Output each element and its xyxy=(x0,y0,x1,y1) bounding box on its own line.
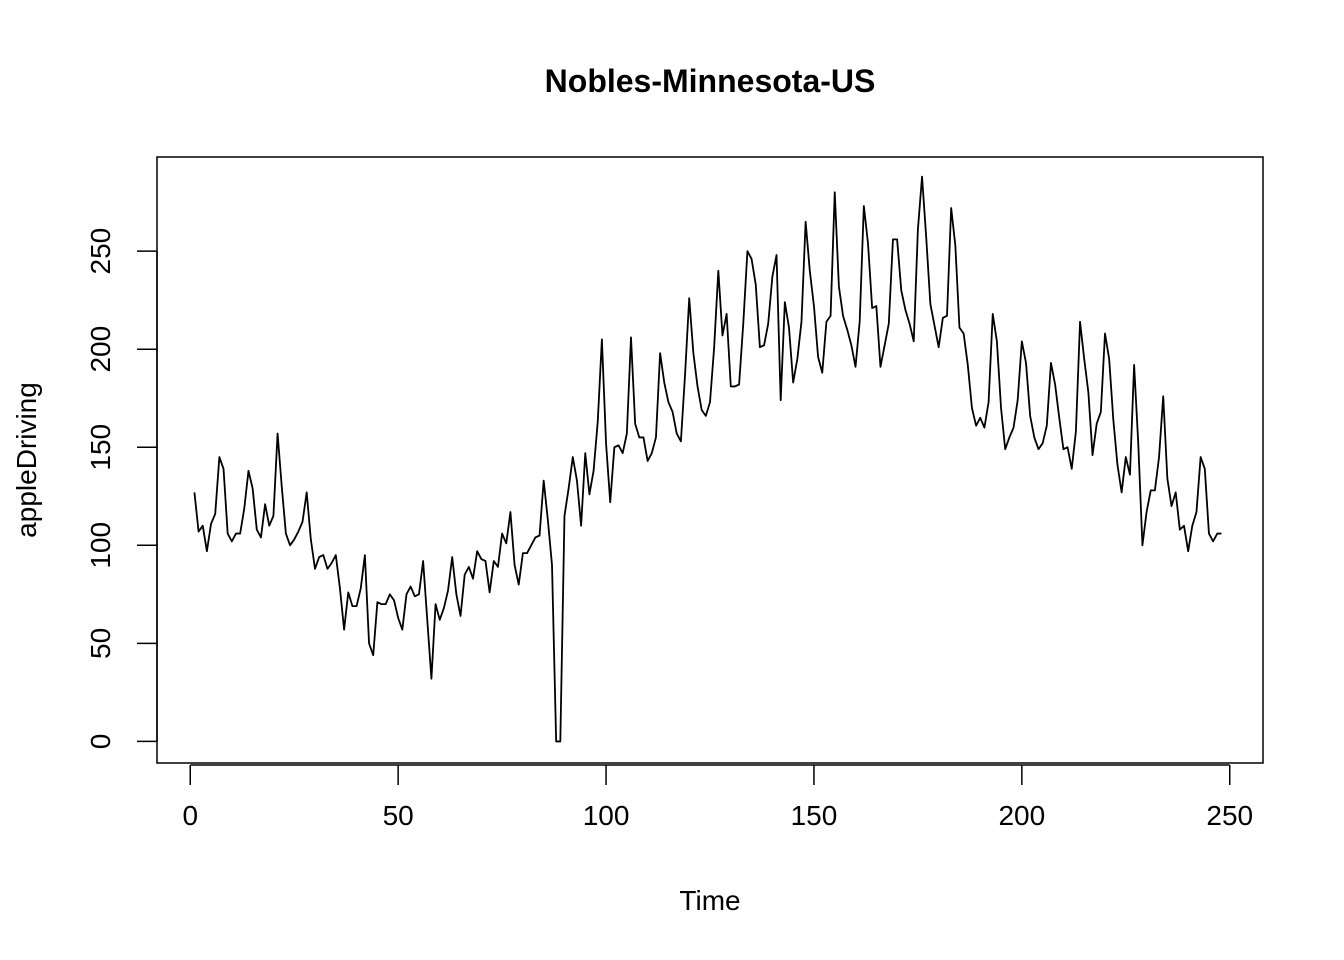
y-axis-label: appleDriving xyxy=(11,382,42,538)
series-line-0 xyxy=(193,175,1222,743)
y-tick-label: 250 xyxy=(85,228,116,275)
x-tick-label: 200 xyxy=(998,800,1045,831)
y-tick-label: 100 xyxy=(85,522,116,569)
y-tick-label: 150 xyxy=(85,424,116,471)
x-tick-label: 250 xyxy=(1206,800,1253,831)
y-tick-label: 50 xyxy=(85,628,116,659)
plot-area xyxy=(156,156,1264,764)
x-tick-label: 150 xyxy=(791,800,838,831)
y-tick-label: 0 xyxy=(85,734,116,750)
x-tick-label: 100 xyxy=(583,800,630,831)
x-axis-label: Time xyxy=(679,885,740,916)
y-axis: 0 50 100 150 200 250 xyxy=(85,228,158,750)
x-axis: 0 50 100 150 200 250 xyxy=(182,764,1253,831)
chart-title: Nobles-Minnesota-US xyxy=(545,63,876,99)
x-tick-label: 0 xyxy=(182,800,198,831)
y-tick-label: 200 xyxy=(85,326,116,373)
x-tick-label: 50 xyxy=(383,800,414,831)
series-layer xyxy=(193,175,1222,743)
